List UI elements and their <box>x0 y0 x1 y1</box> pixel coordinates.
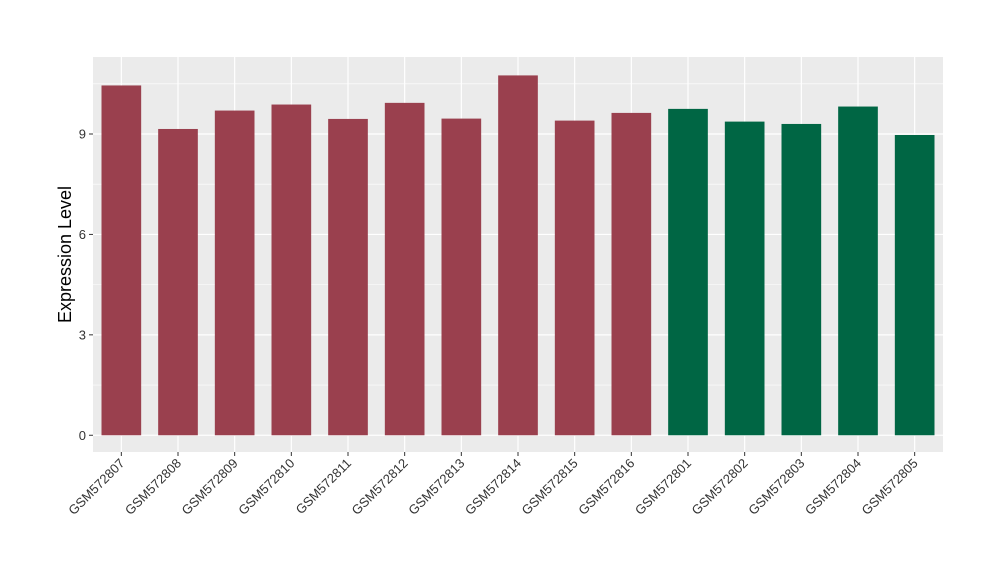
bar-GSM572807 <box>101 85 142 436</box>
x-tick-label: GSM572801 <box>632 456 694 518</box>
x-tick-label: GSM572808 <box>122 456 184 518</box>
bar-GSM572808 <box>158 128 198 436</box>
x-tick-label: GSM572805 <box>859 456 921 518</box>
y-axis-title: Expression Level <box>55 186 75 323</box>
x-tick-label: GSM572802 <box>689 456 751 518</box>
bar-GSM572803 <box>781 123 822 436</box>
bar-GSM572812 <box>384 102 425 436</box>
bar-GSM572804 <box>838 106 878 436</box>
bar-GSM572805 <box>894 134 935 436</box>
x-tick-label: GSM572811 <box>293 456 355 518</box>
x-tick-label: GSM572809 <box>179 456 241 518</box>
x-tick-label: GSM572804 <box>802 456 864 518</box>
bar-GSM572810 <box>271 104 312 436</box>
x-tick-label: GSM572810 <box>235 456 297 518</box>
x-tick-label: GSM572815 <box>519 456 581 518</box>
x-tick-label: GSM572803 <box>745 456 807 518</box>
x-tick-label: GSM572814 <box>462 456 524 518</box>
bar-GSM572802 <box>724 121 765 436</box>
y-tick-label: 6 <box>79 227 86 242</box>
x-tick-label: GSM572812 <box>349 456 411 518</box>
bar-GSM572801 <box>668 108 708 436</box>
y-axis: 0 3 6 9 <box>79 126 93 443</box>
x-axis: GSM572807GSM572808GSM572809GSM572810GSM5… <box>65 452 921 518</box>
x-tick-label: GSM572807 <box>65 456 127 518</box>
x-tick-label: GSM572816 <box>575 456 637 518</box>
bar-GSM572813 <box>441 118 482 436</box>
y-tick-label: 0 <box>79 428 86 443</box>
bar-GSM572811 <box>328 118 368 436</box>
y-tick-label: 9 <box>79 126 86 141</box>
bar-GSM572816 <box>611 112 652 436</box>
bar-GSM572814 <box>498 75 538 436</box>
bar-GSM572809 <box>214 110 255 436</box>
x-tick-label: GSM572813 <box>405 456 467 518</box>
bar-GSM572815 <box>554 120 595 436</box>
bars <box>101 75 935 436</box>
y-tick-label: 3 <box>79 327 86 342</box>
